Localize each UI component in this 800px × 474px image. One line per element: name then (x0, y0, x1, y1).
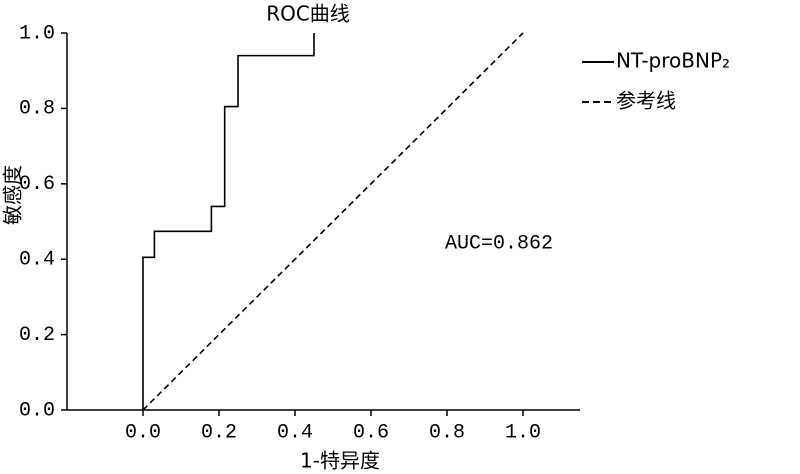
y-tick-label: 0.4 (19, 248, 55, 271)
x-axis-label: 1-特异度 (300, 449, 380, 473)
y-tick-label: 0.8 (19, 98, 55, 121)
legend-label: 参考线 (616, 89, 676, 113)
x-tick-label: 0.0 (125, 421, 161, 444)
y-tick-label: 0.2 (19, 324, 55, 347)
annotation: AUC=0.862 (445, 232, 553, 255)
x-tick-label: 0.6 (353, 421, 389, 444)
chart-title: ROC曲线 (266, 2, 350, 26)
y-tick-label: 0.6 (19, 173, 55, 196)
roc-curve (142, 33, 315, 410)
x-tick-label: 1.0 (505, 421, 541, 444)
y-axis-label: 敏感度 (1, 165, 25, 225)
x-tick-label: 0.8 (429, 421, 465, 444)
legend-label: NT-proBNP₂ (616, 49, 730, 73)
reference-line (142, 32, 524, 411)
x-tick-label: 0.2 (201, 421, 237, 444)
y-tick-label: 0.0 (19, 399, 55, 422)
y-tick-label: 1.0 (19, 22, 55, 45)
x-tick-label: 0.4 (277, 421, 313, 444)
